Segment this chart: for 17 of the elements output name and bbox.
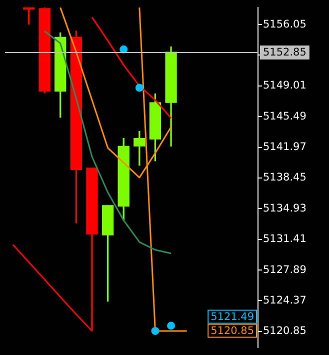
y-tick-label: 5134.93 [263, 202, 306, 214]
y-tick-label: 5145.49 [263, 110, 306, 122]
y-tick-label: 5131.41 [263, 233, 306, 246]
point [135, 84, 144, 92]
annotation: 5120.85 [210, 324, 254, 337]
point [120, 45, 128, 54]
y-tick-label: 5149.01 [263, 80, 306, 92]
point [167, 322, 176, 330]
y-tick-label: 5127.89 [263, 264, 306, 276]
y-tick-label: 5156.05 [263, 18, 306, 30]
y-tick-label: 5124.37 [263, 294, 306, 306]
y-tick-label: 5120.85 [263, 325, 306, 338]
y-tick-label: 5138.45 [263, 172, 306, 184]
point [151, 326, 160, 335]
annotation: 5121.49 [210, 310, 254, 323]
ref-line-label: 5152.85 [263, 46, 306, 59]
y-tick-label: 5141.97 [263, 141, 306, 154]
